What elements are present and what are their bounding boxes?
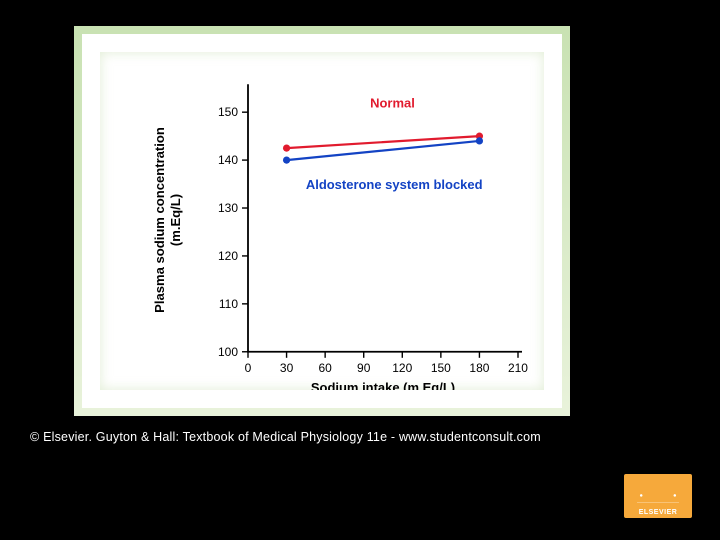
svg-text:110: 110	[219, 297, 238, 311]
svg-text:Aldosterone system blocked: Aldosterone system blocked	[306, 177, 483, 192]
slide-root: 100 110 120 130 140 150 0 30 60 90 120 150 180 210 Sod…	[0, 0, 720, 540]
svg-text:120: 120	[392, 361, 412, 375]
svg-text:100: 100	[218, 345, 238, 359]
svg-text:150: 150	[218, 105, 238, 119]
svg-text:Sodium intake (m.Eq/L): Sodium intake (m.Eq/L)	[311, 380, 455, 390]
svg-text:180: 180	[469, 361, 489, 375]
chart-panel: 100 110 120 130 140 150 0 30 60 90 120 150 180 210 Sod…	[74, 26, 570, 416]
svg-text:Plasma sodium concentration(m.: Plasma sodium concentration(m.Eq/L)	[152, 127, 183, 313]
chart-svg: 100 110 120 130 140 150 0 30 60 90 120 150 180 210 Sod…	[100, 52, 544, 390]
credit-line: © Elsevier. Guyton & Hall: Textbook of M…	[30, 430, 541, 444]
elsevier-logo: ELSEVIER	[624, 474, 692, 518]
svg-text:60: 60	[318, 361, 332, 375]
chart-inner: 100 110 120 130 140 150 0 30 60 90 120 150 180 210 Sod…	[100, 52, 544, 390]
svg-text:90: 90	[357, 361, 371, 375]
logo-text: ELSEVIER	[639, 509, 678, 518]
svg-text:150: 150	[431, 361, 451, 375]
svg-text:210: 210	[508, 361, 528, 375]
svg-text:0: 0	[245, 361, 252, 375]
svg-text:130: 130	[218, 201, 238, 215]
svg-text:120: 120	[218, 249, 238, 263]
svg-text:140: 140	[218, 153, 238, 167]
svg-text:30: 30	[280, 361, 294, 375]
svg-text:Normal: Normal	[370, 95, 415, 110]
